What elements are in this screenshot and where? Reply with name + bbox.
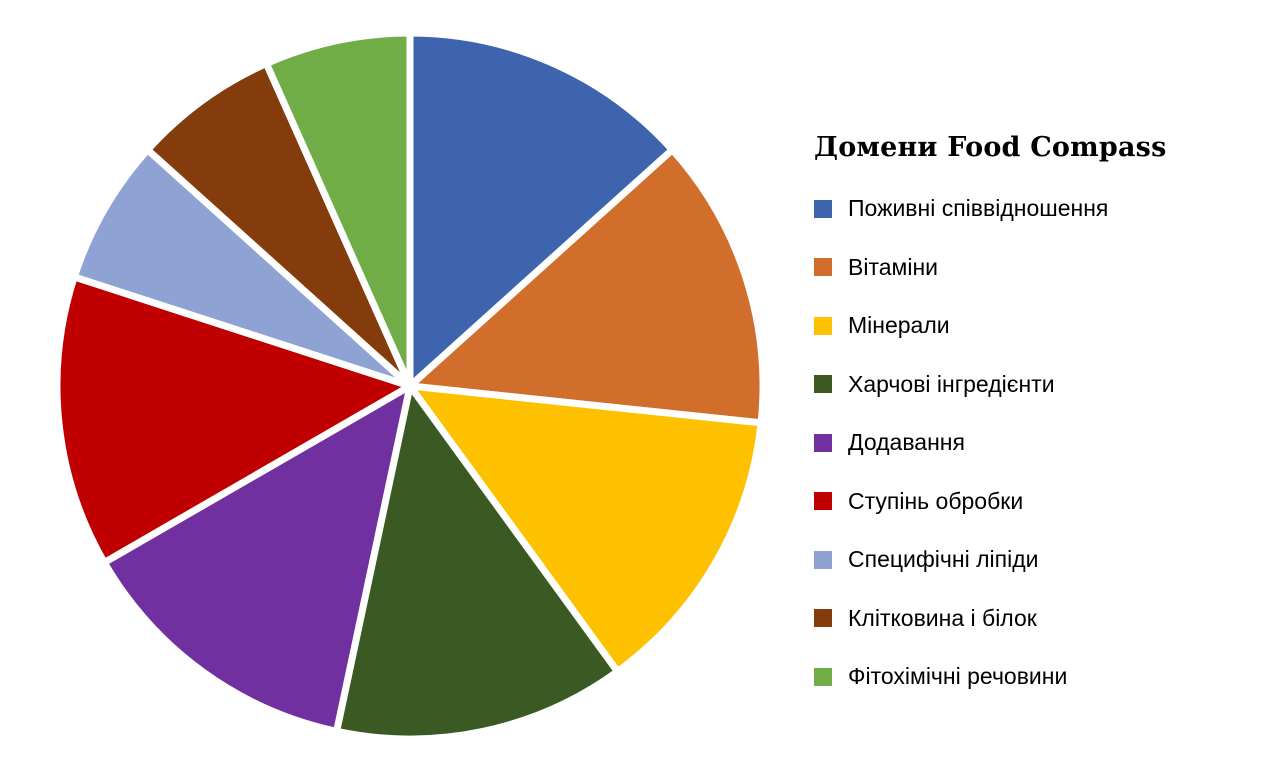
pie-slice-2 bbox=[406, 146, 767, 427]
legend-item: Харчові інгредієнти bbox=[814, 365, 1274, 404]
legend-swatch bbox=[814, 492, 832, 510]
pie-slice-8 bbox=[144, 60, 414, 390]
pie-slice-6 bbox=[53, 273, 414, 566]
legend-label: Клітковина і білок bbox=[848, 604, 1037, 631]
legend-swatch bbox=[814, 550, 832, 569]
legend-swatch bbox=[814, 258, 832, 276]
legend-swatch bbox=[814, 199, 832, 218]
pie-slice-1 bbox=[406, 29, 676, 390]
legend-label: Вітаміни bbox=[848, 253, 938, 280]
legend-swatch bbox=[814, 667, 832, 686]
pie-chart bbox=[53, 29, 767, 743]
legend-label: Ступінь обробки bbox=[848, 487, 1024, 514]
legend: Домени Food Compass Поживні співвідношен… bbox=[814, 128, 1274, 716]
pie-slice-5 bbox=[100, 382, 414, 735]
legend-swatch bbox=[814, 609, 832, 627]
legend-label: Додавання bbox=[848, 429, 965, 455]
pie-slice-9 bbox=[262, 29, 414, 390]
legend-label: Поживні співвідношення bbox=[848, 195, 1109, 221]
legend-item: Клітковина і білок bbox=[814, 599, 1274, 638]
legend-label: Мінерали bbox=[848, 312, 950, 338]
legend-label: Харчові інгредієнти bbox=[848, 370, 1055, 397]
legend-item: Додавання bbox=[814, 423, 1274, 462]
legend-swatch bbox=[814, 375, 832, 393]
legend-label: Специфічні ліпіди bbox=[848, 546, 1039, 572]
legend-list: Поживні співвідношення Вітаміни Мінерали Ха… bbox=[814, 189, 1274, 696]
pie-slice-3 bbox=[406, 382, 765, 676]
legend-item: Поживні співвідношення bbox=[814, 189, 1274, 228]
legend-swatch bbox=[814, 433, 832, 452]
legend-item: Фітохімічні речовини bbox=[814, 657, 1274, 696]
legend-item: Вітаміни bbox=[814, 248, 1274, 287]
pie-slice-7 bbox=[70, 146, 414, 390]
legend-item: Специфічні ліпіди bbox=[814, 540, 1274, 579]
legend-item: Мінерали bbox=[814, 306, 1274, 345]
legend-item: Ступінь обробки bbox=[814, 482, 1274, 521]
legend-title: Домени Food Compass bbox=[814, 132, 1167, 163]
legend-swatch bbox=[814, 316, 832, 335]
legend-label: Фітохімічні речовини bbox=[848, 663, 1068, 689]
pie-slice-4 bbox=[333, 382, 621, 743]
